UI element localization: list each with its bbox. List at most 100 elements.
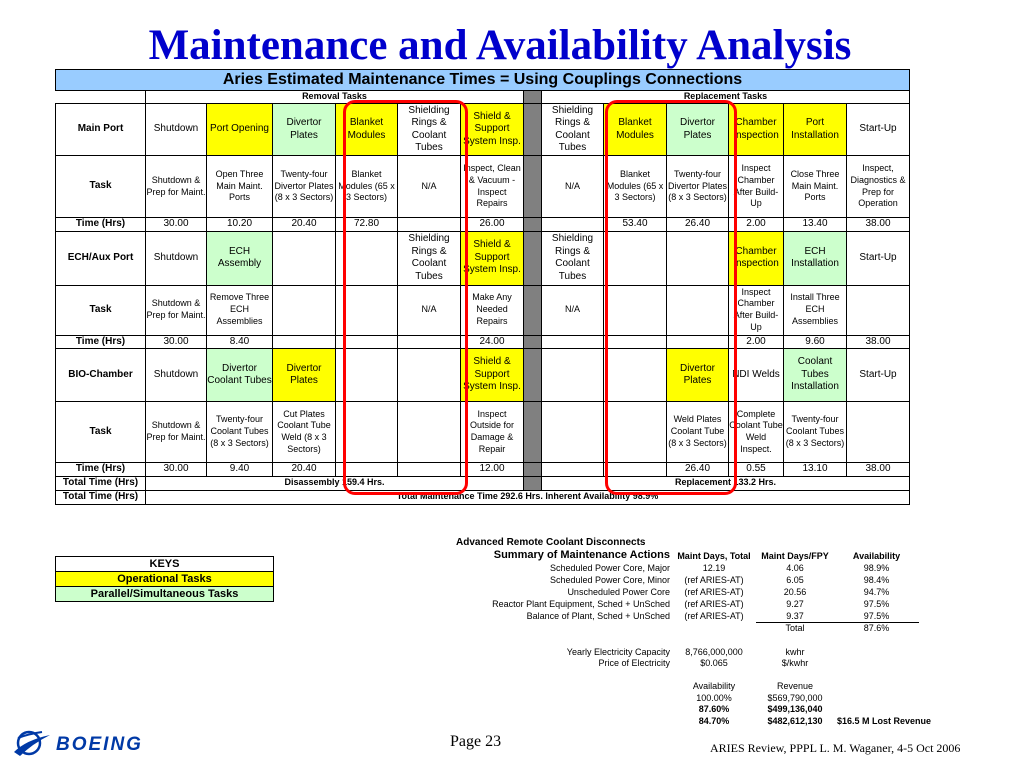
summary-row-avail: 97.5% bbox=[863, 599, 890, 609]
task-cell: Shield & Support System Insp. bbox=[460, 230, 524, 286]
col-maint-fpy: Maint Days/FPY bbox=[761, 551, 829, 561]
detail-cell bbox=[335, 284, 398, 336]
price-label: Price of Electricity bbox=[598, 658, 670, 668]
detail-cell: Inspect Chamber After Build-Up bbox=[728, 155, 784, 218]
task-label: Task bbox=[55, 284, 146, 336]
task-cell: Port Installation bbox=[783, 103, 847, 156]
detail-cell bbox=[541, 401, 604, 463]
footer-credit: ARIES Review, PPPL L. M. Waganer, 4-5 Oc… bbox=[710, 741, 961, 755]
capacity-value: 8,766,000,000 bbox=[685, 647, 743, 657]
time-cell bbox=[397, 462, 461, 477]
boeing-symbol-icon bbox=[14, 730, 50, 756]
task-cell: Divertor Plates bbox=[666, 348, 729, 402]
time-cell bbox=[335, 462, 398, 477]
total-maintenance: Total Maintenance Time 292.6 Hrs. Inhere… bbox=[145, 489, 910, 505]
detail-cell: N/A bbox=[397, 155, 461, 218]
time-cell bbox=[541, 462, 604, 477]
time-cell: 26.00 bbox=[460, 217, 524, 232]
time-cell bbox=[541, 217, 604, 232]
time-cell bbox=[335, 334, 398, 349]
boeing-wordmark: BOEING bbox=[56, 734, 143, 755]
summary-row-name: Reactor Plant Equipment, Sched + UnSched bbox=[492, 599, 670, 609]
total-time-label: Total Time (Hrs) bbox=[55, 489, 146, 505]
summary-row-avail: 98.4% bbox=[863, 575, 890, 585]
time-cell: 30.00 bbox=[145, 462, 207, 477]
task-cell: Divertor Plates bbox=[272, 103, 336, 156]
divider-cell bbox=[523, 334, 542, 349]
capacity-unit: kwhr bbox=[785, 647, 805, 657]
detail-cell: Install Three ECH Assemblies bbox=[783, 284, 847, 336]
summary-total-avail: 87.6% bbox=[863, 623, 890, 633]
detail-cell: Cut Plates Coolant Tube Weld (8 x 3 Sect… bbox=[272, 401, 336, 463]
time-label: Time (Hrs) bbox=[55, 334, 146, 349]
task-label: Task bbox=[55, 155, 146, 218]
col-maint-days: Maint Days, Total bbox=[677, 551, 751, 561]
time-cell bbox=[603, 334, 667, 349]
detail-cell: N/A bbox=[541, 284, 604, 336]
task-cell: Divertor Plates bbox=[272, 348, 336, 402]
detail-cell: Twenty-four Coolant Tubes (8 x 3 Sectors… bbox=[206, 401, 273, 463]
bio-chamber-label: BIO-Chamber bbox=[55, 348, 146, 402]
task-cell: Shutdown bbox=[145, 348, 207, 402]
detail-cell bbox=[335, 401, 398, 463]
time-label: Time (Hrs) bbox=[55, 217, 146, 232]
revenue-row-value: $482,612,130 bbox=[767, 716, 823, 726]
summary-heading: Advanced Remote Coolant Disconnects bbox=[456, 537, 646, 548]
task-cell: Divertor Plates bbox=[666, 103, 729, 156]
divider-cell bbox=[523, 230, 542, 286]
detail-cell bbox=[397, 401, 461, 463]
detail-cell bbox=[666, 284, 729, 336]
task-cell: Chamber Inspection bbox=[728, 103, 784, 156]
task-cell: Divertor Coolant Tubes bbox=[206, 348, 273, 402]
detail-cell: Shutdown & Prep for Maint. bbox=[145, 155, 207, 218]
detail-cell: Close Three Main Maint. Ports bbox=[783, 155, 847, 218]
price-unit: $/kwhr bbox=[781, 658, 809, 668]
detail-cell: Make Any Needed Repairs bbox=[460, 284, 524, 336]
col-availability: Availability bbox=[852, 551, 901, 561]
task-cell: Shutdown bbox=[145, 103, 207, 156]
divider-cell bbox=[523, 90, 542, 104]
task-cell bbox=[603, 348, 667, 402]
divider-cell bbox=[523, 217, 542, 232]
summary-row-days: (ref ARIES-AT) bbox=[684, 587, 744, 597]
summary-row-avail: 98.9% bbox=[863, 563, 890, 573]
time-cell: 9.60 bbox=[783, 334, 847, 349]
summary-row-name: Scheduled Power Core, Major bbox=[549, 563, 670, 573]
main-port-label: Main Port bbox=[55, 103, 146, 156]
page-number: Page 23 bbox=[450, 733, 502, 750]
task-cell: Start-Up bbox=[846, 348, 910, 402]
task-cell: Start-Up bbox=[846, 230, 910, 286]
task-cell: Shielding Rings & Coolant Tubes bbox=[397, 230, 461, 286]
divider-cell bbox=[523, 284, 542, 336]
time-cell: 26.40 bbox=[666, 462, 729, 477]
detail-cell: Inspect Outside for Damage & Repair bbox=[460, 401, 524, 463]
detail-cell bbox=[846, 284, 910, 336]
page-title: Maintenance and Availability Analysis bbox=[148, 22, 852, 69]
task-cell: Shielding Rings & Coolant Tubes bbox=[397, 103, 461, 156]
keys-legend: KEYS Operational Tasks Parallel/Simultan… bbox=[55, 556, 274, 602]
summary-row-fpy: 9.27 bbox=[786, 599, 804, 609]
removal-tasks-header: Removal Tasks bbox=[145, 90, 524, 104]
summary-row-days: (ref ARIES-AT) bbox=[684, 575, 744, 585]
table-heading: Aries Estimated Maintenance Times = Usin… bbox=[55, 69, 910, 91]
time-cell bbox=[666, 334, 729, 349]
task-cell bbox=[397, 348, 461, 402]
summary-row-fpy: 20.56 bbox=[783, 587, 807, 597]
task-cell: Shield & Support System Insp. bbox=[460, 103, 524, 156]
time-cell: 2.00 bbox=[728, 334, 784, 349]
summary-subheading: Summary of Maintenance Actions bbox=[493, 549, 670, 561]
summary-row-avail: 94.7% bbox=[863, 587, 890, 597]
time-cell: 12.00 bbox=[460, 462, 524, 477]
time-cell: 13.10 bbox=[783, 462, 847, 477]
task-cell: Start-Up bbox=[846, 103, 910, 156]
summary-row-name: Unscheduled Power Core bbox=[567, 587, 670, 597]
summary-row-fpy: 9.37 bbox=[786, 611, 804, 621]
detail-cell: Weld Plates Coolant Tube (8 x 3 Sectors) bbox=[666, 401, 729, 463]
task-cell: Shielding Rings & Coolant Tubes bbox=[541, 103, 604, 156]
total-time-label: Total Time (Hrs) bbox=[55, 475, 146, 491]
time-cell: 38.00 bbox=[846, 217, 910, 232]
detail-cell: Blanket Modules (65 x 3 Sectors) bbox=[603, 155, 667, 218]
task-cell: ECH Assembly bbox=[206, 230, 273, 286]
ech-port-label: ECH/Aux Port bbox=[55, 230, 146, 286]
detail-cell bbox=[846, 401, 910, 463]
